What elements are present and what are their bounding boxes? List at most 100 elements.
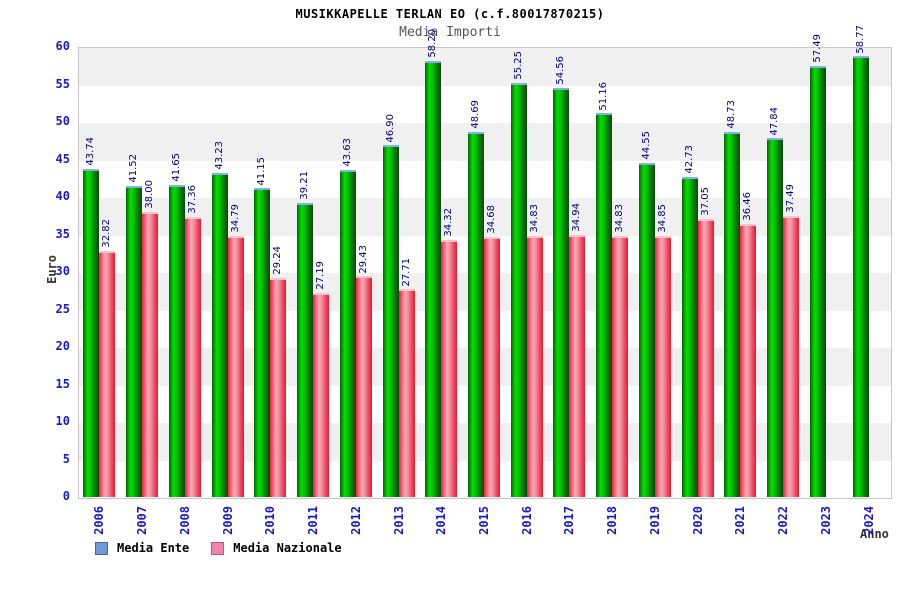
bar-value-label: 32.82 [101, 219, 113, 248]
bar-media-ente [126, 185, 143, 497]
bar-media-ente [852, 56, 869, 497]
bar-value-label: 34.94 [571, 203, 583, 232]
bar-value-label: 43.74 [85, 137, 97, 166]
bar-value-label: 34.85 [656, 203, 668, 233]
bar-top-highlight [99, 250, 116, 253]
y-tick-label: 20 [55, 339, 70, 353]
bar-media-nazionale [484, 236, 500, 497]
bar-media-ente [382, 145, 399, 497]
bar-top-highlight [142, 212, 159, 214]
bar-top-highlight [740, 223, 757, 226]
bar-value-label: 34.32 [443, 207, 455, 237]
bar-value-label: 39.21 [299, 171, 311, 200]
year-label: 2023 [818, 506, 833, 535]
year-label: 2024 [861, 506, 876, 535]
bar-media-ente [211, 172, 228, 497]
bar-media-nazionale [184, 216, 201, 497]
bar-value-label: 34.79 [229, 204, 241, 234]
bar-media-ente [724, 131, 741, 497]
bar-media-ente [638, 162, 655, 497]
legend-swatch-media-nazionale [211, 541, 225, 555]
y-tick-label: 50 [55, 114, 70, 128]
bar-top-highlight [468, 131, 484, 134]
y-tick-label: 30 [55, 264, 70, 278]
bar-top-highlight [313, 293, 330, 296]
bar-media-nazionale [697, 219, 714, 497]
bar-media-ente [468, 131, 484, 497]
x-axis-title: Anno [860, 527, 889, 541]
year-label: 2006 [92, 506, 107, 535]
bar-top-highlight [211, 172, 228, 175]
bar-value-label: 48.69 [470, 100, 481, 129]
bar-media-nazionale [783, 215, 800, 497]
legend-label-media-nazionale: Media Nazionale [233, 541, 342, 555]
bar-value-label: 27.19 [315, 261, 327, 291]
bar-top-highlight [398, 289, 415, 292]
bar-media-nazionale [740, 223, 757, 497]
chart-title: MUSIKKAPELLE TERLAN EO (c.f.80017870215) [295, 7, 605, 21]
bar-value-label: 37.36 [186, 185, 198, 214]
bar-media-nazionale [227, 236, 244, 497]
bar-value-label: 58.20 [427, 28, 439, 58]
bar-media-nazionale [398, 289, 415, 497]
bar-top-highlight [484, 236, 500, 239]
bar-top-highlight [526, 235, 543, 238]
bar-value-label: 41.65 [170, 152, 182, 182]
grid-band [79, 123, 891, 161]
bar-value-label: 34.83 [614, 204, 626, 233]
year-label: 2018 [605, 506, 620, 535]
bar-media-ente [596, 113, 613, 497]
y-tick-label: 60 [55, 39, 70, 53]
y-tick-label: 25 [55, 301, 70, 316]
year-label: 2022 [776, 506, 791, 535]
legend-label-media-ente: Media Ente [117, 541, 190, 555]
bar-top-highlight [654, 235, 671, 238]
bar-top-highlight [569, 234, 586, 237]
bar-value-label: 29.24 [272, 246, 284, 275]
bar-top-highlight [441, 239, 458, 242]
bar-media-ente [297, 202, 314, 497]
bar-top-highlight [227, 236, 244, 239]
bar-media-nazionale [313, 293, 330, 497]
bar-top-highlight [184, 216, 201, 219]
bar-value-label: 38.00 [144, 180, 156, 209]
y-tick-label: 40 [55, 189, 70, 203]
bar-value-label: 27.71 [400, 257, 412, 287]
year-label: 2017 [562, 506, 577, 535]
bar-media-ente [809, 65, 826, 497]
bar-value-label: 46.90 [384, 113, 396, 143]
bar-value-label: 34.68 [486, 205, 497, 234]
bar-media-nazionale [142, 212, 159, 497]
bar-media-ente [510, 82, 527, 497]
bar-value-label: 36.46 [742, 191, 754, 221]
bar-top-highlight [297, 202, 314, 205]
bar-media-nazionale [654, 235, 671, 497]
bar-value-label: 42.73 [683, 144, 695, 174]
bar-top-highlight [681, 176, 698, 179]
bar-value-label: 41.52 [128, 153, 140, 183]
bar-value-label: 47.84 [769, 106, 781, 136]
year-label: 2020 [690, 506, 705, 535]
bar-top-highlight [126, 185, 143, 188]
bar-top-highlight [425, 60, 442, 63]
bar-top-highlight [168, 184, 185, 187]
bar-top-highlight [270, 277, 287, 280]
bar-value-label: 48.73 [726, 99, 738, 129]
bar-top-highlight [83, 168, 100, 171]
bar-top-highlight [783, 215, 800, 218]
bar-media-ente [168, 184, 185, 497]
bar-value-label: 57.49 [811, 34, 823, 63]
bar-top-highlight [724, 131, 741, 134]
year-label: 2019 [647, 506, 662, 535]
bar-value-label: 37.49 [785, 184, 797, 213]
bar-value-label: 58.77 [854, 24, 866, 54]
bar-media-ente [681, 176, 698, 497]
bar-media-ente [767, 138, 784, 497]
bar-top-highlight [339, 169, 356, 172]
bar-value-label: 34.83 [528, 204, 540, 233]
bar-media-ente [339, 169, 356, 497]
bar-top-highlight [553, 87, 570, 90]
bar-top-highlight [254, 188, 271, 191]
y-tick-label: 45 [55, 151, 70, 166]
